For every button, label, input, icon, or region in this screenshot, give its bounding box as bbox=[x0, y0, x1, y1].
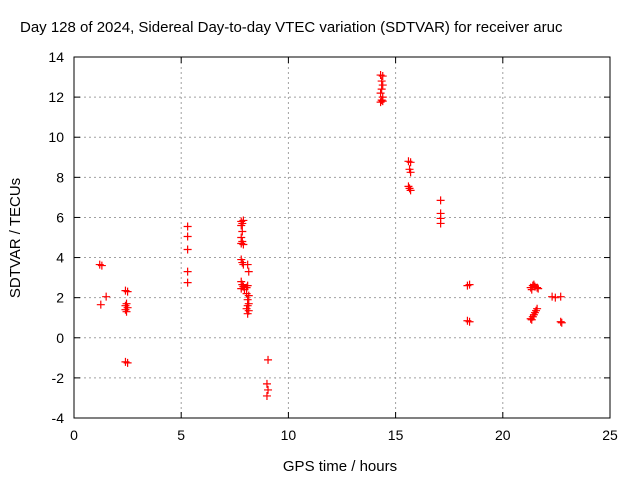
data-point-marker bbox=[183, 278, 192, 287]
y-tick-label: 0 bbox=[56, 330, 64, 346]
data-point-marker bbox=[406, 168, 415, 177]
data-point-marker bbox=[556, 292, 565, 301]
data-point-marker bbox=[264, 385, 273, 394]
data-point-marker bbox=[238, 219, 247, 228]
data-point-marker bbox=[404, 182, 413, 191]
y-tick-label: 6 bbox=[56, 209, 64, 225]
data-point-marker bbox=[436, 196, 445, 205]
y-tick-label: -2 bbox=[52, 370, 65, 386]
data-point-marker bbox=[183, 232, 192, 241]
data-point-marker bbox=[465, 317, 474, 326]
data-point-marker bbox=[378, 72, 387, 81]
y-tick-label: 8 bbox=[56, 169, 64, 185]
grid bbox=[74, 57, 610, 418]
y-tick-label: 2 bbox=[56, 290, 64, 306]
data-point-marker bbox=[97, 261, 106, 270]
plot-frame bbox=[73, 56, 611, 419]
data-point-marker bbox=[465, 280, 474, 289]
x-tick-label: 20 bbox=[495, 427, 511, 443]
data-point-marker bbox=[238, 280, 247, 289]
y-tick-label: 4 bbox=[56, 250, 64, 266]
data-point-marker bbox=[122, 307, 131, 316]
data-point-marker bbox=[529, 310, 538, 319]
data-point-marker bbox=[243, 281, 252, 290]
data-point-marker bbox=[436, 219, 445, 228]
data-point-marker bbox=[239, 240, 248, 249]
data-point-marker bbox=[238, 258, 247, 267]
data-point-marker bbox=[557, 318, 566, 327]
data-point-marker bbox=[530, 308, 539, 317]
data-point-marker bbox=[244, 291, 253, 300]
data-point-marker bbox=[378, 97, 387, 106]
x-tick-label: 15 bbox=[388, 427, 404, 443]
data-point-marker bbox=[121, 305, 130, 314]
chart-title: Day 128 of 2024, Sidereal Day-to-day VTE… bbox=[20, 19, 563, 36]
data-point-marker bbox=[264, 355, 273, 364]
y-tick-label: -4 bbox=[52, 410, 65, 426]
data-point-marker bbox=[102, 292, 111, 301]
data-point-marker bbox=[262, 379, 271, 388]
data-point-marker bbox=[406, 186, 415, 195]
data-point-marker bbox=[533, 304, 542, 313]
data-point-marker bbox=[527, 285, 536, 294]
data-point-marker bbox=[532, 306, 541, 315]
data-point-marker bbox=[243, 260, 252, 269]
data-point-marker bbox=[238, 227, 247, 236]
data-point-marker bbox=[262, 391, 271, 400]
x-tick-label: 0 bbox=[70, 427, 78, 443]
data-point-marker bbox=[123, 287, 132, 296]
data-point-marker bbox=[183, 267, 192, 276]
data-point-marker bbox=[534, 284, 543, 293]
data-point-marker bbox=[183, 245, 192, 254]
data-point-marker bbox=[183, 222, 192, 231]
data-point-marker bbox=[377, 77, 386, 86]
x-tick-label: 25 bbox=[602, 427, 618, 443]
data-point-marker bbox=[122, 299, 131, 308]
data-point-marker bbox=[243, 309, 252, 318]
y-tick-label: 12 bbox=[48, 89, 64, 105]
data-point-marker bbox=[406, 158, 415, 167]
data-point-marker bbox=[405, 184, 414, 193]
data-point-marker bbox=[237, 221, 246, 230]
x-axis-label: GPS time / hours bbox=[283, 458, 397, 475]
data-point-marker bbox=[378, 81, 387, 90]
data-point-marker bbox=[244, 299, 253, 308]
data-points bbox=[95, 71, 566, 400]
data-point-marker bbox=[556, 317, 565, 326]
data-point-marker bbox=[528, 312, 537, 321]
axis-ticks: 0 5 10 15 20 25 -4 -2 0 2 4 6 8 10 12 14 bbox=[48, 49, 618, 443]
data-point-marker bbox=[551, 293, 560, 302]
data-point-marker bbox=[376, 89, 385, 98]
y-tick-label: 14 bbox=[48, 49, 64, 65]
x-tick-label: 10 bbox=[281, 427, 297, 443]
data-point-marker bbox=[533, 283, 542, 292]
data-point-marker bbox=[377, 96, 386, 105]
data-point-marker bbox=[96, 300, 105, 309]
data-point-marker bbox=[377, 85, 386, 94]
data-point-marker bbox=[123, 358, 132, 367]
data-point-marker bbox=[244, 267, 253, 276]
y-axis-label: SDTVAR / TECUs bbox=[7, 178, 24, 298]
y-tick-label: 10 bbox=[48, 129, 64, 145]
x-tick-label: 5 bbox=[177, 427, 185, 443]
